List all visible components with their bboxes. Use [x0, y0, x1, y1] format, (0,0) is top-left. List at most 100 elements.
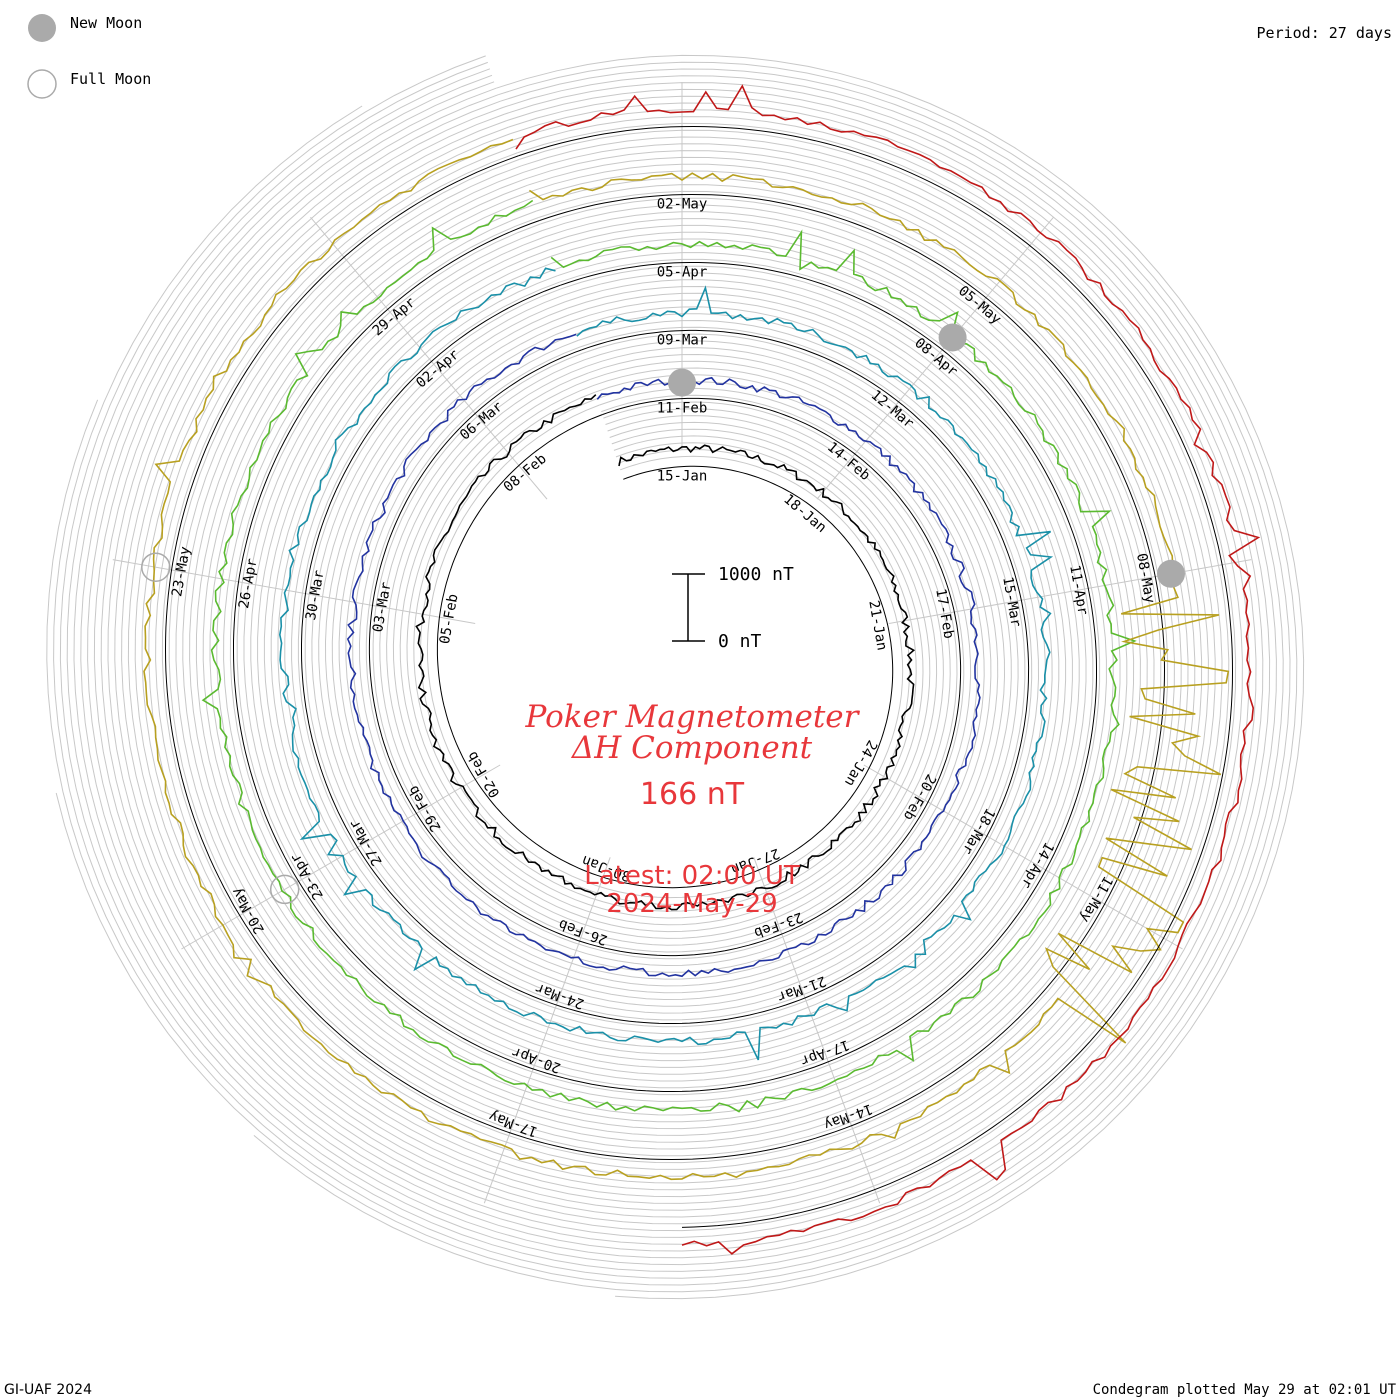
scale-bar — [672, 573, 705, 642]
grid-spiral — [202, 191, 1128, 1123]
grid-spiral — [182, 171, 1148, 1143]
grid-spiral — [399, 378, 931, 926]
date-label: 02-Apr — [413, 347, 462, 392]
date-label: 03-Mar — [370, 581, 395, 634]
grid-spiral — [413, 391, 917, 912]
chart-grid — [46, 54, 1305, 1300]
date-label: 26-Feb — [557, 916, 610, 948]
grid-spiral — [270, 255, 1060, 1055]
chart-subtitle: ΔH Component — [571, 730, 813, 766]
grid-spiral — [352, 333, 978, 973]
grid-spiral — [100, 94, 1230, 1225]
grid-spiral — [243, 230, 1087, 1082]
scale-top-label: 1000 nT — [718, 564, 794, 585]
grid-spoke — [888, 559, 1252, 625]
latest-date: 2024-May-29 — [606, 889, 777, 919]
grid-spiral — [372, 352, 958, 953]
grid-spiral — [365, 346, 965, 960]
grid-spiral — [127, 120, 1203, 1198]
series-baseline — [233, 220, 1097, 1092]
grid-spiral — [318, 301, 1012, 1007]
grid-spiral — [195, 184, 1135, 1130]
series-baseline — [301, 284, 1030, 1024]
grid-spiral — [80, 74, 1250, 1245]
grid-spiral — [392, 372, 938, 933]
date-label: 24-Mar — [533, 979, 586, 1011]
date-label: 11-Feb — [657, 401, 708, 417]
date-label: 05-May — [955, 283, 1004, 328]
date-label: 09-Mar — [657, 333, 708, 349]
full-moon-marker — [141, 552, 171, 582]
grid-spiral — [141, 133, 1189, 1184]
chart-title: Poker Magnetometer — [525, 699, 861, 735]
new-moon-marker — [668, 368, 696, 397]
date-label: 24-Jan — [841, 737, 880, 789]
new-moon-legend-label: New Moon — [70, 14, 142, 32]
date-label: 15-Jan — [657, 469, 708, 485]
grid-spiral — [107, 100, 1223, 1218]
grid-spoke — [181, 764, 501, 950]
grid-spiral — [175, 165, 1155, 1150]
grid-spoke — [112, 559, 476, 625]
date-label: 21-Mar — [775, 972, 828, 1004]
grid-spiral — [304, 288, 1026, 1021]
grid-spoke — [863, 764, 1183, 950]
grid-spiral — [216, 204, 1114, 1109]
date-label: 12-Mar — [868, 387, 917, 432]
date-label: 17-May — [487, 1107, 540, 1139]
grid-spiral — [223, 210, 1107, 1102]
moon-markers — [141, 323, 1185, 905]
chart-series — [143, 84, 1261, 1255]
date-label: 18-Jan — [780, 491, 829, 536]
grid-spiral — [331, 314, 999, 994]
grid-spiral — [297, 281, 1033, 1028]
date-label: 17-Apr — [798, 1036, 851, 1068]
grid-spiral — [73, 68, 1257, 1252]
grid-spiral — [134, 126, 1196, 1191]
date-label: 26-Apr — [236, 557, 261, 610]
series-baseline — [436, 414, 894, 889]
grid-spiral — [284, 268, 1046, 1041]
date-label: 05-Apr — [657, 265, 708, 281]
grid-spiral — [358, 339, 972, 967]
grid-spiral — [168, 158, 1162, 1157]
grid-spiral — [250, 236, 1080, 1075]
grid-spiral — [426, 404, 904, 899]
grid-spiral — [66, 61, 1264, 1259]
series-trace — [201, 199, 1137, 1113]
date-label: 20-Apr — [510, 1043, 563, 1075]
new-moon-marker — [1157, 559, 1185, 588]
series-trace — [143, 138, 1230, 1181]
grid-spiral — [161, 152, 1169, 1164]
date-label: 05-Feb — [437, 593, 462, 646]
grid-spiral — [53, 82, 1277, 1272]
grid-spiral — [121, 113, 1209, 1204]
grid-spoke — [310, 216, 548, 500]
grid-spiral — [257, 242, 1073, 1068]
grid-spiral — [277, 262, 1053, 1048]
grid-spoke — [483, 857, 611, 1204]
grid-spiral — [155, 145, 1175, 1170]
date-label: 14-Feb — [824, 439, 873, 484]
grid-spiral — [236, 223, 1094, 1089]
footer-plotted: Condegram plotted May 29 at 02:01 UT — [1093, 1382, 1397, 1398]
grid-spiral — [311, 294, 1019, 1014]
series-trace — [515, 84, 1261, 1255]
series-baseline — [164, 155, 1166, 1161]
grid-spiral — [253, 61, 1298, 1293]
grid-spiral — [379, 359, 951, 946]
date-label: 30-Mar — [303, 569, 328, 622]
scale-bottom-label: 0 nT — [718, 631, 762, 652]
date-label: 23-May — [169, 545, 194, 598]
grid-spiral — [386, 365, 944, 939]
grid-spiral — [93, 87, 1237, 1232]
series-trace — [346, 333, 981, 978]
grid-spiral — [114, 107, 1216, 1211]
grid-spiral — [55, 68, 1291, 1286]
grid-spiral — [46, 75, 1284, 1279]
grid-spiral — [345, 327, 985, 980]
grid-spiral — [263, 249, 1067, 1062]
date-label: 14-May — [822, 1100, 875, 1132]
date-label: 08-Feb — [501, 451, 550, 496]
